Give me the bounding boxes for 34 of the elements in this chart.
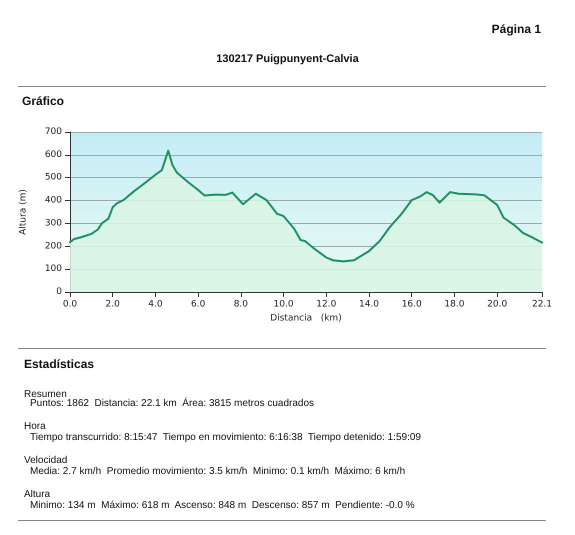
text: Página 1	[492, 22, 541, 36]
x-tick-label: 0.0	[62, 300, 78, 310]
x-axis-title: Distancia (km)	[270, 313, 342, 324]
text: Media: 2.7 km/h Promedio movimiento: 3.5 km/h Minimo: 0.1 km/h Máximo: 6 km/h	[30, 466, 406, 477]
y-tick-label: 600	[44, 150, 62, 160]
chart-title: 130217 Puigpunyent-Calvia	[215, 53, 360, 65]
x-tick-label: 4.0	[148, 300, 163, 310]
text: Tiempo transcurrido: 8:15:47 Tiempo en movimiento: 6:16:38 Tiempo detenido: 1:59:09	[30, 432, 421, 443]
x-tick-label: 18.0	[444, 300, 465, 310]
y-tick-label: 400	[44, 196, 62, 206]
x-tick-label: 14.0	[358, 300, 380, 310]
text: Estadísticas	[24, 357, 94, 371]
y-axis-title: Altura (m)	[18, 189, 28, 235]
text: Hora	[24, 421, 46, 432]
x-tick-label: 16.0	[402, 300, 422, 310]
x-tick-label: 20.0	[487, 300, 508, 310]
text: Puntos: 1862 Distancia: 22.1 km Área: 3815 metros cuadrados	[30, 398, 314, 409]
x-tick-label: 12.0	[316, 300, 337, 310]
y-tick-label: 300	[44, 218, 62, 228]
x-tick-label: 8.0	[234, 300, 248, 310]
x-tick-label: 2.0	[106, 300, 120, 310]
text: Velocidad	[24, 455, 68, 466]
y-tick-label: 200	[44, 241, 62, 252]
y-tick-label: 0	[56, 287, 62, 297]
y-tick-label: 500	[44, 172, 62, 183]
x-tick-label: 22.1	[532, 300, 552, 310]
y-tick-label: 100	[44, 264, 62, 274]
text: Altura	[24, 489, 50, 500]
text: Resumen	[24, 389, 67, 400]
x-tick-label: 10.0	[274, 300, 294, 310]
text: Minimo: 134 m Máximo: 618 m Ascenso: 848 m Descenso: 857 m Pendiente: -0.0 %	[30, 500, 415, 511]
text: Gráfico	[22, 94, 64, 108]
x-tick-label: 6.0	[190, 300, 206, 310]
y-tick-label: 700	[44, 127, 62, 137]
